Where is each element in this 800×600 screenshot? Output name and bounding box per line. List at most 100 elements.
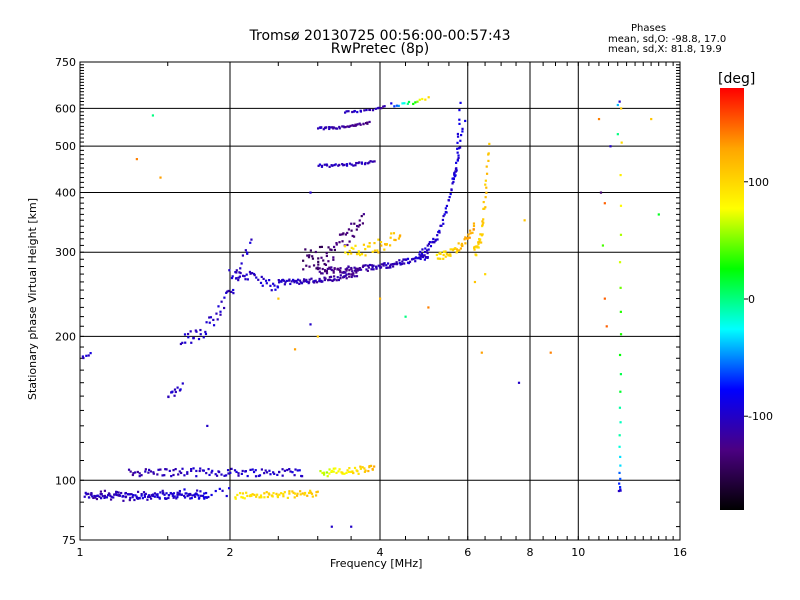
data-point: [199, 494, 202, 497]
data-point: [138, 497, 141, 500]
data-point: [203, 492, 206, 495]
data-point: [277, 279, 280, 282]
x-tick-label: 2: [227, 546, 234, 559]
data-point: [230, 467, 233, 470]
data-point: [350, 267, 353, 271]
data-point: [241, 492, 245, 495]
data-point: [371, 109, 375, 112]
data-point: [377, 238, 380, 241]
data-point: [262, 277, 265, 281]
data-point: [238, 275, 242, 278]
data-point: [181, 467, 184, 470]
data-point: [479, 238, 482, 241]
data-point: [407, 261, 411, 265]
data-point: [619, 373, 623, 376]
data-point: [220, 473, 223, 476]
data-point: [352, 124, 355, 127]
data-point: [339, 277, 342, 280]
data-point: [218, 487, 221, 491]
data-point: [335, 241, 338, 245]
data-point: [149, 497, 153, 500]
data-point: [484, 183, 487, 186]
data-point: [472, 222, 476, 225]
data-point: [205, 471, 208, 475]
data-point: [393, 105, 396, 108]
data-point: [148, 468, 151, 472]
data-point: [420, 255, 423, 258]
data-point: [133, 498, 136, 502]
data-point: [143, 495, 147, 498]
data-point: [183, 333, 187, 336]
data-point: [380, 263, 383, 266]
data-point: [618, 434, 621, 437]
data-point: [444, 250, 447, 253]
data-point: [478, 241, 481, 244]
data-point: [323, 278, 326, 282]
data-point: [192, 336, 195, 340]
data-point: [318, 277, 321, 281]
data-point: [368, 245, 371, 248]
data-point: [347, 470, 351, 473]
data-point: [329, 275, 333, 278]
data-point: [395, 104, 399, 107]
data-point: [339, 269, 342, 272]
data-point: [293, 348, 297, 351]
data-point: [424, 250, 427, 254]
data-point: [264, 469, 267, 472]
data-point: [105, 496, 109, 499]
data-point: [359, 465, 362, 468]
data-point: [174, 390, 177, 394]
data-point: [374, 107, 377, 110]
data-point: [359, 467, 362, 470]
data-point: [132, 472, 135, 475]
data-point: [364, 248, 367, 251]
data-point: [140, 494, 143, 497]
data-point: [330, 469, 334, 473]
data-point: [347, 272, 350, 276]
data-point: [458, 118, 461, 121]
data-point: [323, 262, 326, 266]
data-point: [619, 477, 622, 480]
data-point: [185, 492, 188, 495]
data-point: [288, 492, 291, 495]
data-point: [436, 238, 439, 241]
data-point: [438, 229, 441, 233]
data-point: [358, 122, 361, 125]
data-point: [199, 333, 202, 336]
data-point: [355, 161, 358, 165]
data-point: [482, 207, 485, 210]
data-point: [473, 280, 477, 284]
data-point: [265, 471, 269, 474]
data-point: [482, 200, 485, 204]
data-point: [424, 98, 427, 101]
data-point: [366, 121, 369, 124]
data-point: [456, 135, 460, 138]
data-point: [482, 221, 485, 224]
data-point: [364, 264, 367, 267]
data-point: [360, 253, 364, 256]
y-tick-label: 500: [55, 140, 76, 153]
data-point: [332, 467, 335, 470]
data-point: [307, 256, 311, 259]
data-point: [418, 253, 421, 256]
data-point: [120, 491, 123, 495]
data-point: [294, 280, 297, 283]
data-point: [202, 336, 205, 339]
data-point: [214, 473, 217, 476]
data-point: [372, 264, 375, 267]
data-point: [179, 388, 182, 391]
data-point: [310, 277, 313, 280]
data-point: [343, 271, 346, 274]
data-point: [236, 493, 239, 497]
data-point: [152, 472, 155, 475]
data-point: [206, 424, 209, 428]
data-point: [305, 280, 309, 283]
data-point: [363, 467, 366, 470]
data-point: [339, 274, 342, 277]
data-point: [348, 240, 351, 243]
data-point: [167, 494, 171, 497]
data-point: [282, 493, 285, 496]
data-point: [361, 222, 364, 225]
data-point: [89, 493, 92, 496]
data-point: [469, 229, 472, 232]
